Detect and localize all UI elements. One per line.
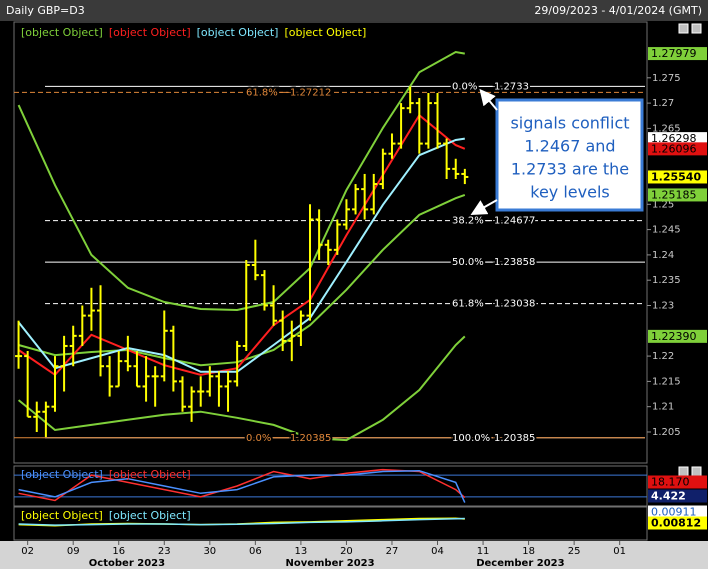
- indicator-line: [17, 335, 466, 442]
- price-tag: [648, 475, 707, 489]
- fib-ratio: 61.8%: [246, 87, 278, 98]
- x-tick-label: 04: [431, 546, 444, 557]
- price-tag: [648, 516, 707, 530]
- x-tick-label: 25: [568, 546, 581, 557]
- date-range: 29/09/2023 - 4/01/2024 (GMT): [534, 4, 702, 17]
- month-label: November 2023: [285, 558, 374, 569]
- legend-entry: [object Object]: [21, 26, 103, 39]
- indicator-line: [18, 113, 466, 377]
- legend-entry: [object Object]: [109, 509, 191, 522]
- stoch-panel: [13, 465, 648, 507]
- annotation-arrow: [479, 88, 498, 111]
- legend-entry: [object Object]: [284, 26, 366, 39]
- x-tick-label: 01: [613, 546, 626, 557]
- x-tick-label: 11: [477, 546, 490, 557]
- fib-price: 1.23038: [494, 299, 535, 310]
- y-tick-label: 1.22: [652, 351, 674, 362]
- macd-panel: [13, 506, 648, 541]
- x-tick-label: 06: [249, 546, 262, 557]
- fib-ratio: 50.0%: [452, 257, 484, 268]
- month-label: October 2023: [89, 558, 165, 569]
- legend-entry: [object Object]: [21, 468, 103, 481]
- maximize-button[interactable]: [678, 23, 689, 34]
- x-tick-label: 20: [340, 546, 353, 557]
- price-tag-label: 1.27979: [651, 47, 697, 60]
- price-tag: [648, 170, 707, 184]
- close-button[interactable]: [691, 23, 702, 34]
- close-button[interactable]: [691, 466, 702, 477]
- fib-price: 1.20385: [290, 433, 331, 444]
- price-tag-label: 0.00911: [651, 506, 697, 519]
- x-tick-label: 09: [67, 546, 80, 557]
- x-axis-bar: [0, 541, 708, 569]
- y-tick-label: 1.235: [652, 275, 681, 286]
- fib-ratio: 61.8%: [452, 299, 484, 310]
- fib-price: 1.24677: [494, 216, 535, 227]
- price-tag: [648, 142, 707, 156]
- x-tick-label: 27: [386, 546, 399, 557]
- y-tick-label: 1.25: [652, 199, 674, 210]
- x-tick-label: 16: [112, 546, 125, 557]
- price-tag: [648, 132, 707, 146]
- fib-ratio: 0.0%: [452, 81, 477, 92]
- y-tick-label: 1.275: [652, 73, 681, 84]
- legend-entry: [object Object]: [109, 468, 191, 481]
- price-tag-label: 1.26298: [651, 132, 697, 145]
- price-tag: [648, 47, 707, 61]
- fib-ratio: 38.2%: [452, 216, 484, 227]
- fib-price: 1.23858: [494, 257, 535, 268]
- fib-ratio: 100.0%: [452, 433, 490, 444]
- indicator-line: [18, 193, 466, 367]
- annotation-box: [495, 98, 644, 212]
- x-tick-label: 30: [203, 546, 216, 557]
- annotation-text: signals conflict: [510, 114, 629, 133]
- fib-price: 1.2733: [494, 81, 529, 92]
- price-tag-label: 1.25185: [651, 188, 697, 201]
- legend-entry: [object Object]: [109, 26, 191, 39]
- y-tick-label: 1.205: [652, 427, 681, 438]
- y-tick-label: 1.24: [652, 250, 674, 261]
- price-tag: [648, 489, 707, 503]
- indicator-line: [18, 517, 465, 526]
- price-tag-label: 18.170: [651, 476, 690, 489]
- x-tick-label: 02: [21, 546, 34, 557]
- x-tick-label: 13: [295, 546, 308, 557]
- annotation-arrow: [470, 199, 498, 215]
- indicator-line: [17, 50, 465, 312]
- price-tag-label: 4.422: [651, 490, 686, 503]
- legend-entry: [object Object]: [21, 509, 103, 522]
- indicator-line: [17, 137, 465, 373]
- y-tick-label: 1.245: [652, 225, 681, 236]
- x-tick-label: 23: [158, 546, 171, 557]
- price-tag: [648, 505, 707, 519]
- main-panel: [13, 21, 648, 464]
- price-tag-label: 1.22390: [651, 330, 697, 343]
- fib-ratio: 0.0%: [246, 433, 271, 444]
- annotation-text: 1.2733 are the: [511, 160, 629, 179]
- fib-price: 1.20385: [494, 433, 535, 444]
- price-tag: [648, 188, 707, 202]
- x-tick-label: 18: [522, 546, 535, 557]
- month-label: December 2023: [476, 558, 564, 569]
- annotation-text: 1.2467 and: [524, 137, 615, 156]
- y-tick-label: 1.23: [652, 300, 674, 311]
- price-tag-label: 1.26096: [651, 142, 697, 155]
- y-tick-label: 1.215: [652, 376, 681, 387]
- legend-entry: [object Object]: [197, 26, 279, 39]
- header-bar: [0, 0, 708, 21]
- annotation-text: key levels: [530, 183, 609, 202]
- fib-price: 1.27212: [290, 87, 331, 98]
- chart-title: Daily GBP=D3: [6, 4, 85, 17]
- price-tag-label: 0.00812: [651, 517, 701, 530]
- y-tick-label: 1.21: [652, 402, 674, 413]
- price-tag-label: 1.25540: [651, 170, 701, 183]
- indicator-line: [18, 469, 466, 503]
- price-tag: [648, 329, 707, 343]
- y-tick-label: 1.27: [652, 98, 674, 109]
- y-tick-label: 1.265: [652, 123, 681, 134]
